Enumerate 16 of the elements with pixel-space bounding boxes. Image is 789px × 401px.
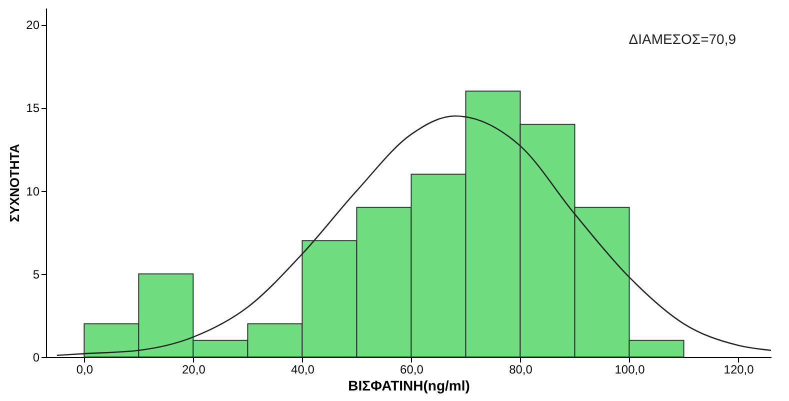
x-tick-label: 20,0 xyxy=(182,362,206,376)
y-tick-label: 5 xyxy=(32,267,40,282)
x-tick-label: 60,0 xyxy=(400,362,424,376)
x-tick-label: 0,0 xyxy=(76,362,94,376)
x-axis-title: ΒΙΣΦΑΤΙΝΗ(ng/ml) xyxy=(348,378,470,394)
y-tick-label: 0 xyxy=(32,350,40,364)
y-tick-label: 10 xyxy=(26,184,40,198)
y-axis-title: ΣΥΧΝΟΤΗΤΑ xyxy=(7,143,22,222)
x-tick-label: 100,0 xyxy=(614,362,646,376)
x-tick-label: 40,0 xyxy=(291,362,315,376)
line-series xyxy=(56,115,771,356)
annotation: ΔΙΑΜΕΣΟΣ=70,9 xyxy=(628,31,736,47)
y-tick-label: 15 xyxy=(26,101,40,116)
x-tick-label: 120,0 xyxy=(724,362,754,376)
x-tick-label: 80,0 xyxy=(509,362,533,376)
y-tick-label: 20 xyxy=(26,18,40,32)
